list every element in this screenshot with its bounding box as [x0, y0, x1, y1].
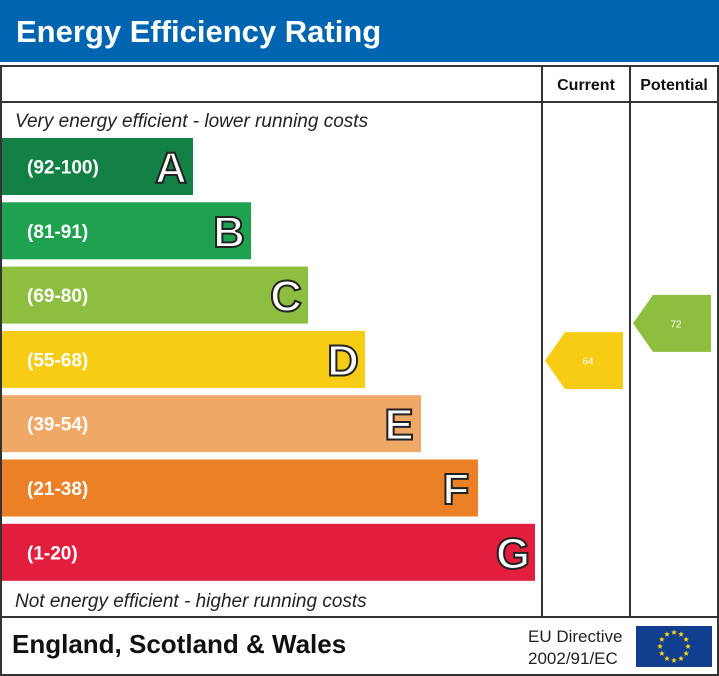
- footer-region: England, Scotland & Wales: [12, 629, 346, 659]
- rating-arrows: 64 72: [545, 294, 711, 390]
- rating-bands: (92-100) A (81-91) B (69-80) C (55-68) D (39-54)…: [2, 138, 535, 581]
- column-header-potential: Potential: [640, 77, 708, 94]
- column-header-current: Current: [557, 77, 615, 94]
- star-icon: [664, 631, 670, 637]
- current-rating-arrow: [545, 332, 623, 390]
- band-d: [2, 330, 365, 388]
- current-rating-value: 64: [582, 357, 594, 368]
- chart-title: Energy Efficiency Rating: [16, 14, 381, 49]
- band-letter: F: [443, 465, 470, 514]
- band-letter: B: [213, 208, 245, 257]
- band-range: (55-68): [27, 350, 88, 371]
- band-range: (39-54): [27, 415, 88, 436]
- band-range: (21-38): [27, 479, 88, 500]
- band-b: [2, 202, 251, 260]
- band-range: (1-20): [27, 543, 78, 564]
- star-icon: [659, 636, 665, 642]
- star-icon: [671, 629, 677, 635]
- frame: [0, 65, 719, 676]
- band-a: [2, 138, 193, 195]
- star-icon: [678, 631, 684, 637]
- band-f: [2, 459, 478, 517]
- band-letter: C: [270, 272, 302, 321]
- star-icon: [657, 643, 663, 649]
- band-c: [2, 266, 308, 324]
- potential-rating-value: 72: [670, 319, 682, 330]
- star-icon: [664, 655, 670, 662]
- star-icon: [678, 655, 684, 662]
- band-letter: E: [384, 401, 413, 450]
- top-note: Very energy efficient - lower running co…: [15, 111, 369, 132]
- eu-flag-icon: [636, 626, 712, 667]
- bottom-note: Not energy efficient - higher running co…: [15, 591, 367, 612]
- band-range: (92-100): [27, 158, 99, 179]
- band-e: [2, 395, 421, 453]
- star-icon: [671, 657, 677, 663]
- band-letter: A: [155, 144, 187, 193]
- star-icon: [659, 650, 665, 656]
- band-g: [2, 523, 535, 581]
- band-letter: G: [496, 529, 530, 578]
- band-letter: D: [327, 336, 359, 385]
- potential-rating-arrow: [633, 294, 711, 352]
- star-icon: [683, 636, 689, 642]
- star-icon: [685, 643, 691, 649]
- directive-line2: 2002/91/EC: [528, 649, 618, 668]
- directive-line1: EU Directive: [528, 627, 622, 646]
- header-bar: [0, 0, 719, 62]
- band-range: (81-91): [27, 222, 88, 243]
- star-icon: [683, 650, 689, 656]
- band-range: (69-80): [27, 286, 88, 307]
